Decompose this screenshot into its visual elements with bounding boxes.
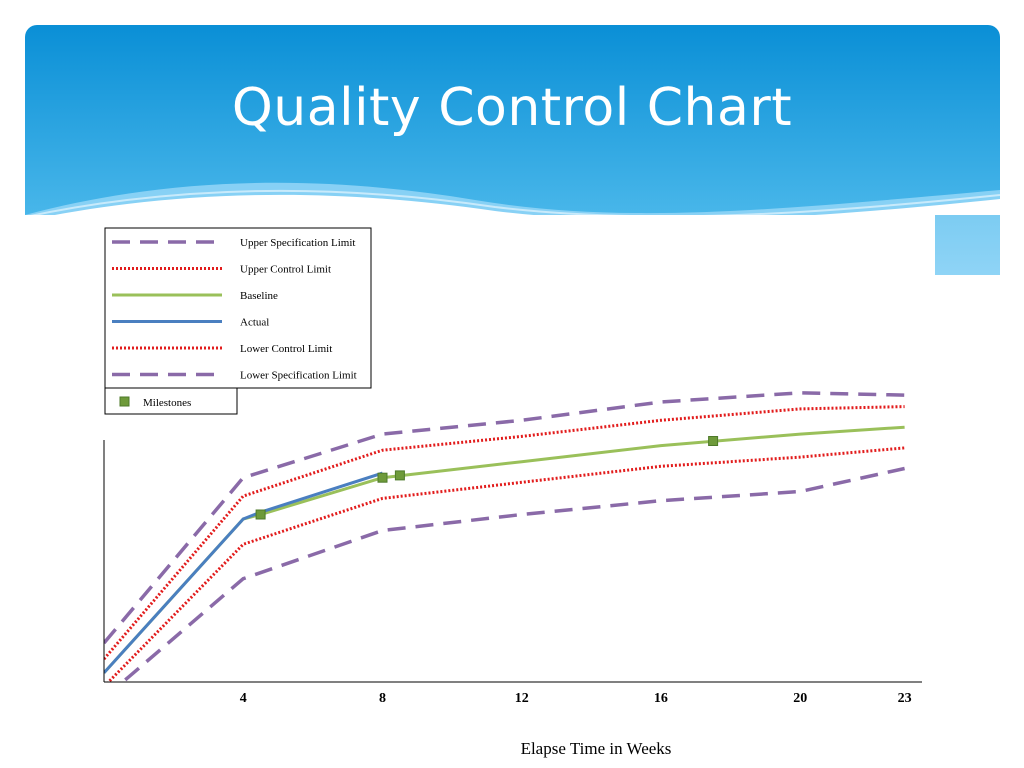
slide-title: Quality Control Chart [231, 78, 793, 138]
banner-tail [935, 215, 1000, 275]
plot-lines [104, 391, 905, 682]
x-tick-labels: 4 8 12 16 20 23 [240, 691, 912, 706]
x-tick-label: 16 [654, 691, 668, 706]
x-tick-label: 23 [898, 691, 912, 706]
legend-label: Lower Control Limit [240, 343, 332, 355]
legend-label: Upper Specification Limit [240, 237, 355, 249]
x-tick-label: 12 [515, 691, 529, 706]
milestones-legend-marker [119, 396, 130, 407]
legend-label: Lower Specification Limit [240, 370, 357, 382]
legend-label: Baseline [240, 290, 278, 302]
series-line-baseline [104, 425, 905, 674]
milestone-marker [394, 470, 405, 481]
milestone-marker [708, 436, 719, 446]
legend-box [104, 227, 372, 389]
x-tick-label: 4 [240, 691, 247, 706]
legend-label: Actual [240, 317, 269, 329]
milestone-marker [377, 472, 388, 483]
series-line-upper-control-limit [104, 405, 905, 660]
series-line-actual [104, 471, 383, 674]
milestones-legend-label: Milestones [143, 397, 191, 409]
series-line-lower-specification-limit [120, 466, 905, 682]
x-axis-label: Elapse Time in Weeks [521, 739, 672, 758]
x-tick-label: 8 [379, 691, 386, 706]
x-tick-label: 20 [793, 691, 807, 706]
axes [103, 440, 922, 683]
milestone-marker [255, 509, 266, 520]
series-line-lower-control-limit [106, 446, 905, 682]
legend-label: Upper Control Limit [240, 264, 331, 276]
milestone-markers [255, 436, 719, 520]
legend: Upper Specification Limit Upper Control L… [104, 227, 372, 415]
